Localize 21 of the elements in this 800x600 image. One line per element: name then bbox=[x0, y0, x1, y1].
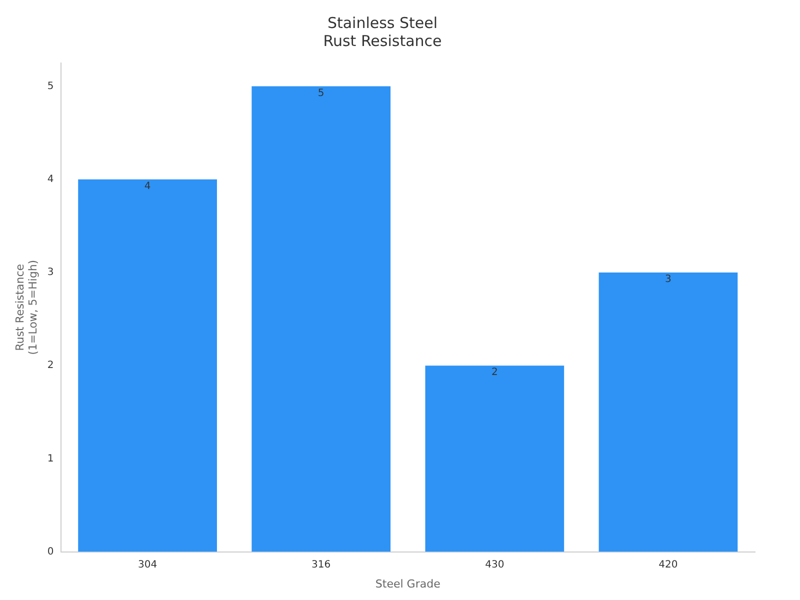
chart-title: Stainless Steel Rust Resistance bbox=[323, 14, 442, 50]
x-tick-label: 430 bbox=[485, 559, 504, 570]
y-axis-title: Rust Resistance (1=Low, 5=High) bbox=[13, 260, 40, 355]
y-tick-label: 1 bbox=[47, 453, 54, 464]
data-label: 3 bbox=[665, 274, 672, 286]
data-label: 2 bbox=[491, 367, 498, 378]
bar bbox=[252, 86, 391, 552]
data-label: 4 bbox=[144, 180, 151, 192]
x-tick-label: 316 bbox=[312, 559, 331, 570]
bar bbox=[598, 272, 738, 552]
y-tick-label: 2 bbox=[47, 360, 54, 372]
y-tick-label: 0 bbox=[47, 546, 54, 558]
x-axis-title: Steel Grade bbox=[375, 577, 441, 590]
y-tick-label: 4 bbox=[47, 174, 54, 185]
y-tick-label: 3 bbox=[47, 267, 54, 278]
bar bbox=[425, 366, 564, 552]
y-tick-label: 5 bbox=[47, 80, 54, 92]
x-tick-label: 420 bbox=[658, 559, 678, 570]
data-label: 5 bbox=[318, 88, 324, 99]
bar bbox=[78, 179, 217, 552]
x-tick-label: 304 bbox=[138, 559, 158, 570]
